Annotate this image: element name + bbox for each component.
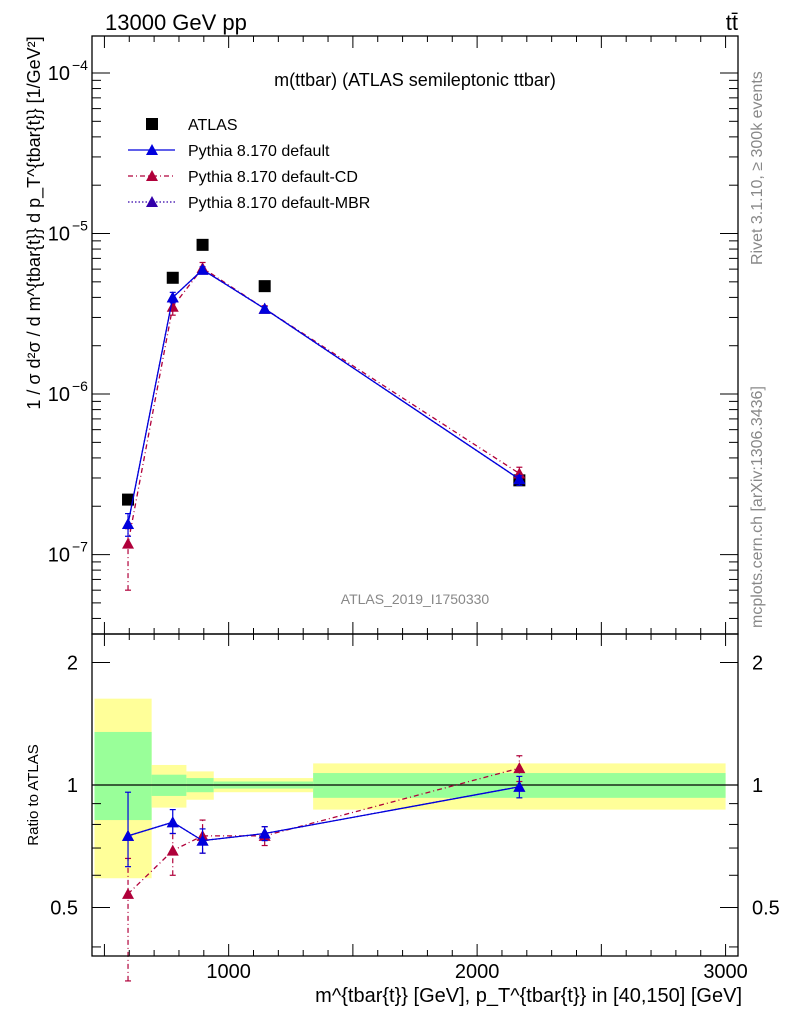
main-y-tick-label: 10: [48, 224, 70, 246]
x-tick-label: 1000: [206, 961, 251, 983]
ratio-default-marker: [513, 780, 526, 792]
ratio-y-tick-label-right: 0.5: [752, 897, 780, 919]
main-y-tick-label: 10: [48, 545, 70, 567]
legend-mbr-marker: [146, 196, 158, 207]
x-tick-label: 3000: [703, 961, 748, 983]
main-default-line: [127, 268, 520, 525]
main-y-tick-labels: 10−710−610−510−4: [48, 57, 88, 567]
ratio-frame: [91, 633, 739, 957]
ratio-y-tick-label: 1: [67, 775, 78, 797]
main-panel: 10−710−610−510−4 m(ttbar) (ATLAS semilep…: [24, 35, 739, 635]
plot-title: m(ttbar) (ATLAS semileptonic ttbar): [274, 70, 556, 90]
header-left-label: 13000 GeV pp: [105, 10, 247, 35]
ratio-cd-marker: [122, 887, 135, 899]
x-axis-title: m^{tbar{t}} [GeV], p_T^{tbar{t}} in [40,…: [315, 985, 742, 1007]
main-y-tick-label: 10: [48, 63, 70, 85]
ratio-y-tick-labels: 0.5 0.5 1 1 2 2: [50, 653, 780, 920]
main-y-tick-exponent: −5: [72, 218, 88, 234]
ratio-y-tick-label: 2: [67, 653, 78, 675]
main-cd-marker: [122, 537, 135, 549]
legend-atlas-label: ATLAS: [188, 117, 238, 134]
legend-atlas-marker: [146, 118, 158, 130]
main-atlas-marker: [196, 238, 209, 251]
ratio-x-tick-labels: 1000 2000 3000: [206, 961, 747, 983]
main-default-marker: [513, 473, 526, 485]
rivet-label: Rivet 3.1.10, ≥ 300k events: [749, 71, 766, 265]
ratio-cd-marker: [513, 762, 526, 774]
legend-mbr-label: Pythia 8.170 default-MBR: [188, 195, 370, 212]
main-atlas-marker: [166, 271, 179, 284]
legend-cd-marker: [146, 170, 158, 181]
analysis-label: ATLAS_2019_I1750330: [341, 591, 490, 607]
ratio-ticks: [92, 634, 738, 956]
legend-default-label: Pythia 8.170 default: [188, 143, 330, 160]
ratio-y-tick-label-right: 2: [752, 653, 763, 675]
legend-default-marker: [146, 144, 158, 155]
header-right-label: tt̄: [726, 10, 738, 35]
x-tick-label: 2000: [455, 961, 500, 983]
ratio-default-marker: [258, 827, 271, 839]
legend: ATLAS Pythia 8.170 default Pythia 8.170 …: [128, 117, 370, 212]
main-default-marker: [166, 291, 179, 303]
main-content: [122, 238, 526, 591]
ratio-y-axis-title: Ratio to ATLAS: [25, 744, 42, 845]
main-mbr-line: [127, 268, 520, 525]
ratio-cd-marker: [166, 844, 179, 856]
mcplots-label: mcplots.cern.ch [arXiv:1306.3436]: [749, 386, 766, 628]
main-cd-marker: [166, 300, 179, 312]
main-y-tick-exponent: −6: [72, 378, 88, 394]
ratio-default-marker: [196, 834, 209, 846]
main-cd-line: [127, 267, 520, 544]
main-atlas-marker: [122, 493, 135, 506]
main-y-tick-exponent: −7: [72, 539, 88, 555]
ratio-panel: 0.5 0.5 1 1 2 2 1000 2000 3000 Ratio to ATLAS m…: [25, 633, 780, 1007]
legend-cd-label: Pythia 8.170 default-CD: [188, 169, 358, 186]
ratio-default-marker: [122, 829, 135, 841]
main-y-tick-exponent: −4: [72, 57, 88, 73]
main-default-marker: [122, 518, 135, 530]
ratio-y-tick-label-right: 1: [752, 775, 763, 797]
ratio-content: [92, 698, 738, 982]
ratio-y-tick-label: 0.5: [50, 897, 78, 919]
main-ticks: [92, 36, 738, 634]
main-atlas-marker: [258, 280, 271, 293]
ratio-band-inner: [94, 731, 152, 821]
main-default-marker: [258, 302, 271, 314]
main-y-tick-label: 10: [48, 384, 70, 406]
main-y-axis-title: 1 / σ d²σ / d m^{tbar{t}} d p_T^{tbar{t}…: [24, 36, 45, 409]
ratio-default-marker: [166, 816, 179, 828]
main-default-marker: [196, 263, 209, 275]
